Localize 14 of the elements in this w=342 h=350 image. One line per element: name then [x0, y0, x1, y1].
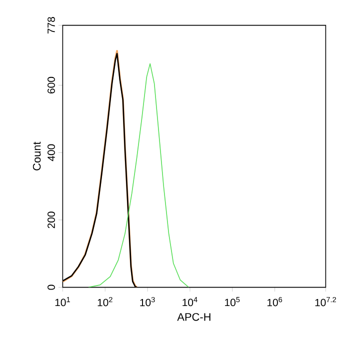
y-tick-label: 778 [48, 17, 55, 34]
x-tick-label: 10$^{5}$ [225, 297, 240, 306]
x-tick-label: 10$^{1}$ [55, 297, 70, 306]
y-tick-label: 400 [48, 144, 55, 162]
x-axis-title: APC-H [177, 313, 210, 321]
y-tick-label: 600 [48, 76, 55, 94]
x-tick-label: 10$^{6}$ [267, 297, 282, 306]
x-tick-label: 10$^{3}$ [140, 297, 155, 306]
y-tick-label: 200 [48, 212, 55, 228]
y-axis-title: Count [32, 142, 41, 170]
x-tick-label: 10$^{2}$ [98, 297, 112, 306]
x-tick-label: 10$^{7.2}$ [315, 297, 336, 306]
x-tick-label: 10$^{4}$ [182, 297, 198, 306]
y-tick-label: 0 [48, 284, 55, 290]
